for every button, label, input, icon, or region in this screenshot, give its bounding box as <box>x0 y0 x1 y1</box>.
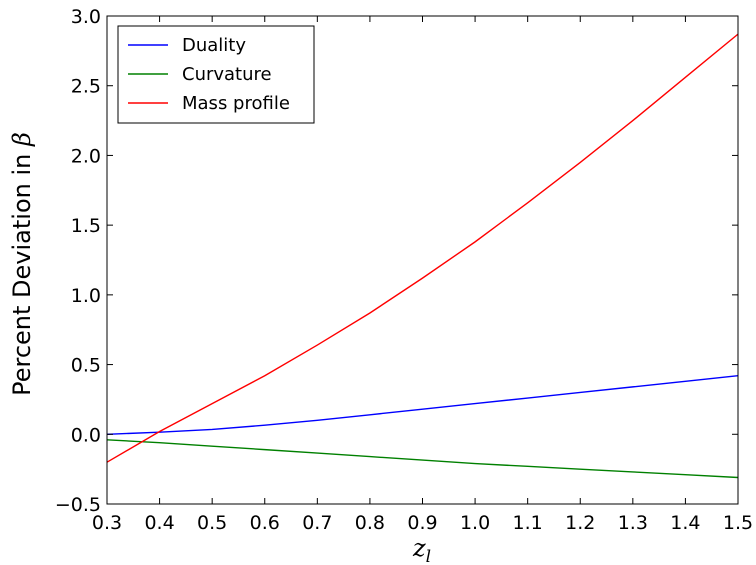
y-tick-label: 1.5 <box>71 215 101 237</box>
x-tick-label: 0.3 <box>92 512 122 534</box>
legend-label: Curvature <box>182 64 272 85</box>
y-tick-label: 1.0 <box>71 285 101 307</box>
x-tick-label: 0.9 <box>407 512 437 534</box>
y-tick-label: 0.5 <box>71 355 101 377</box>
x-tick-label: 0.8 <box>355 512 385 534</box>
series-layer <box>106 33 739 479</box>
series-line-duality <box>106 375 739 435</box>
ticks-layer <box>106 15 739 505</box>
x-tick-label: 0.6 <box>250 512 280 534</box>
x-tick-label: 0.7 <box>302 512 332 534</box>
y-tick-label: 2.0 <box>71 145 101 167</box>
legend-entries: Duality Curvature Mass profile <box>128 35 290 114</box>
legend: Duality Curvature Mass profile <box>117 25 315 124</box>
series-line-curvature <box>106 439 739 479</box>
x-tick-label: 1.4 <box>670 512 700 534</box>
legend-label: Duality <box>182 35 246 56</box>
y-tick-label: 3.0 <box>71 6 101 28</box>
series-line-mass-profile <box>106 33 739 463</box>
x-axis-label: zl <box>412 534 431 565</box>
y-tick-label: 2.5 <box>71 76 101 98</box>
x-tick-label: 1.3 <box>618 512 648 534</box>
x-tick-label: 1.2 <box>565 512 595 534</box>
y-tick-label: −0.5 <box>55 494 101 516</box>
x-tick-label: 1.5 <box>723 512 753 534</box>
plot-frame <box>106 15 739 505</box>
x-tick-label: 1.1 <box>513 512 543 534</box>
y-axis-label: Percent Deviation in β <box>8 132 36 396</box>
y-tick-label: 0.0 <box>71 424 101 446</box>
x-tick-label: 1.0 <box>460 512 490 534</box>
tick-labels-layer: 0.3 0.4 0.5 0.6 0.7 0.8 0.9 1.0 1.1 1.2 1.3 1.4 1.5 −… <box>55 6 753 534</box>
legend-label: Mass profile <box>182 93 290 114</box>
x-tick-label: 0.4 <box>144 512 174 534</box>
x-tick-label: 0.5 <box>197 512 227 534</box>
